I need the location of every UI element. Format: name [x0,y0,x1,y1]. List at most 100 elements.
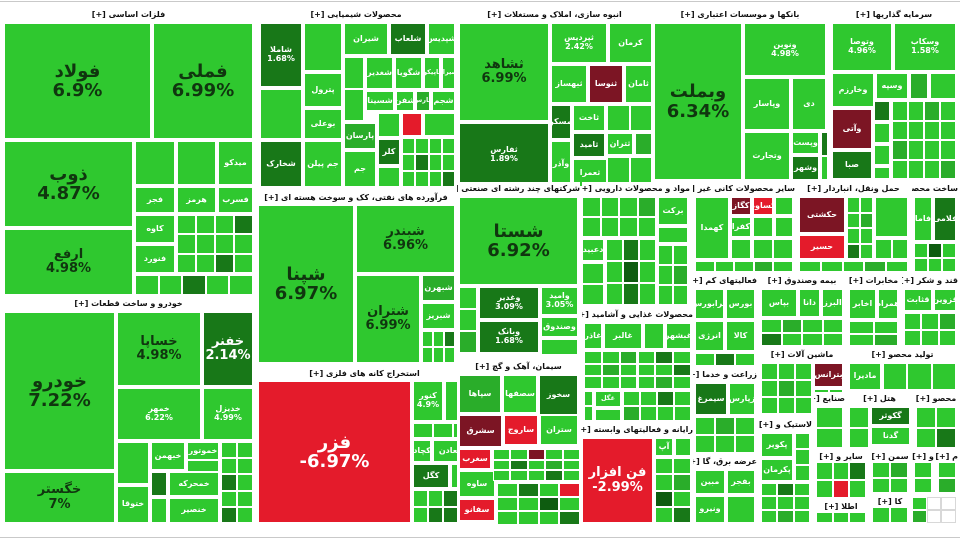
treemap-cell-small[interactable] [221,474,237,491]
treemap-cell[interactable]: شبندر 6.96% [356,205,455,273]
treemap-cell[interactable]: وپاسار [744,78,790,130]
treemap-cell-small[interactable] [673,474,691,491]
treemap-cell[interactable] [135,141,175,185]
treemap-cell[interactable]: تاپیکو [424,57,440,89]
treemap-cell-small[interactable] [820,261,843,272]
treemap-cell-small[interactable] [541,339,578,355]
treemap-cell[interactable]: فارس [416,91,430,111]
treemap-cell[interactable] [910,73,928,99]
treemap-cell-small[interactable] [673,376,691,389]
treemap-cell-small[interactable] [619,217,638,237]
treemap-cell[interactable]: غالبر [604,323,642,349]
treemap-cell-small[interactable] [793,483,810,497]
sector-header[interactable]: فرآورده های نفتی، کک و سوخت هسته ای [+] [256,191,456,204]
treemap-cell-small[interactable] [655,363,674,377]
treemap-cell-small[interactable] [673,506,691,524]
treemap-cell-small[interactable] [816,407,843,428]
treemap-cell[interactable]: خموتور [187,442,219,460]
treemap-cell-small[interactable] [344,89,364,121]
treemap-cell-small[interactable] [849,462,866,480]
treemap-cell-small[interactable] [916,427,936,448]
treemap-cell[interactable]: فرابورس [695,289,724,319]
treemap-cell[interactable] [424,113,455,136]
treemap-cell-small[interactable] [940,101,956,121]
treemap-cell-small[interactable] [816,462,833,480]
treemap-cell[interactable]: غاذر [584,323,602,349]
treemap-cell[interactable]: وخارزم [832,73,874,107]
treemap-cell-small[interactable] [816,427,843,448]
treemap-cell[interactable] [874,101,890,121]
treemap-cell-small[interactable] [582,263,604,284]
sector-header[interactable]: فعالیتهای کم [+] [693,274,757,287]
treemap-cell[interactable]: بوعلی [304,109,342,139]
treemap-cell-small[interactable] [639,239,656,261]
treemap-cell[interactable]: قثابت [904,289,932,311]
treemap-cell-small[interactable] [773,239,793,259]
treemap-cell[interactable]: ثمسکن [551,105,571,139]
treemap-cell[interactable]: ونوین 4.98% [744,23,826,76]
treemap-cell-small[interactable] [215,215,234,235]
treemap-cell[interactable]: مبین [695,470,725,494]
treemap-cell[interactable]: زپارس [729,383,755,415]
treemap-cell-small[interactable] [761,509,778,523]
treemap-cell-small[interactable] [802,332,823,346]
treemap-cell[interactable]: شخارک [260,141,302,187]
treemap-cell-small[interactable] [545,459,563,471]
treemap-cell-small[interactable] [441,154,456,171]
treemap-cell-small[interactable] [229,275,253,295]
treemap-cell[interactable]: وغدیر 3.09% [479,287,539,319]
treemap-cell-small[interactable] [582,217,601,237]
treemap-cell[interactable]: کگل [413,464,449,488]
treemap-cell-small[interactable] [205,275,230,295]
treemap-cell[interactable]: فاما [914,197,932,241]
treemap-cell-small[interactable] [562,459,580,471]
treemap-cell-small[interactable] [735,417,755,435]
treemap-cell-small[interactable] [562,470,580,481]
treemap-cell-small[interactable] [816,480,833,498]
treemap-cell-small[interactable] [864,261,887,272]
treemap-cell-small[interactable] [673,351,691,364]
treemap-cell-small[interactable] [584,376,602,389]
treemap-cell[interactable]: ونیرو [695,496,725,523]
treemap-cell[interactable]: برکت [658,197,688,225]
treemap-cell[interactable]: سشرق [459,415,502,447]
treemap-cell-small[interactable] [695,353,715,366]
treemap-cell-small[interactable] [413,423,433,438]
treemap-cell[interactable] [731,239,751,259]
treemap-cell-small[interactable] [795,397,812,414]
sector-header[interactable]: ماشین آلات [+] [759,348,845,361]
treemap-cell[interactable] [775,197,793,215]
treemap-cell-small[interactable] [655,490,673,507]
treemap-cell[interactable]: ثاخت [573,105,605,131]
treemap-cell-small[interactable] [832,462,850,480]
treemap-cell[interactable]: صبا [832,151,872,179]
treemap-cell-small[interactable] [941,497,956,510]
treemap-cell[interactable]: وتجارت [744,132,790,180]
sector-header[interactable]: و [+] [912,450,934,463]
treemap-cell[interactable]: کنور 4.9% [413,381,443,421]
treemap-cell-small[interactable] [510,449,528,460]
treemap-cell-small[interactable] [606,239,623,261]
treemap-cell-small[interactable] [781,332,802,346]
treemap-cell[interactable]: پکویر [761,433,793,457]
treemap-cell-small[interactable] [517,511,539,525]
treemap-cell[interactable] [260,89,302,139]
treemap-cell-small[interactable] [196,234,215,254]
treemap-cell-small[interactable] [623,391,640,406]
treemap-cell-small[interactable] [658,265,673,285]
treemap-cell[interactable]: وپست [792,132,819,154]
treemap-cell-small[interactable] [158,275,183,295]
treemap-cell[interactable]: ثتران [607,133,633,155]
treemap-cell[interactable] [753,217,773,237]
treemap-cell-small[interactable] [459,287,477,309]
treemap-cell-small[interactable] [761,332,782,346]
treemap-cell-small[interactable] [921,313,939,330]
treemap-cell[interactable]: کگاز [731,197,751,215]
treemap-cell-small[interactable] [773,261,793,272]
treemap-cell-small[interactable] [673,285,688,305]
treemap-cell-small[interactable] [860,197,873,213]
treemap-cell-small[interactable] [926,510,942,523]
sector-header[interactable]: تولید محصو [+] [847,348,958,361]
treemap-cell-small[interactable] [908,140,924,160]
treemap-cell-small[interactable] [924,159,940,179]
